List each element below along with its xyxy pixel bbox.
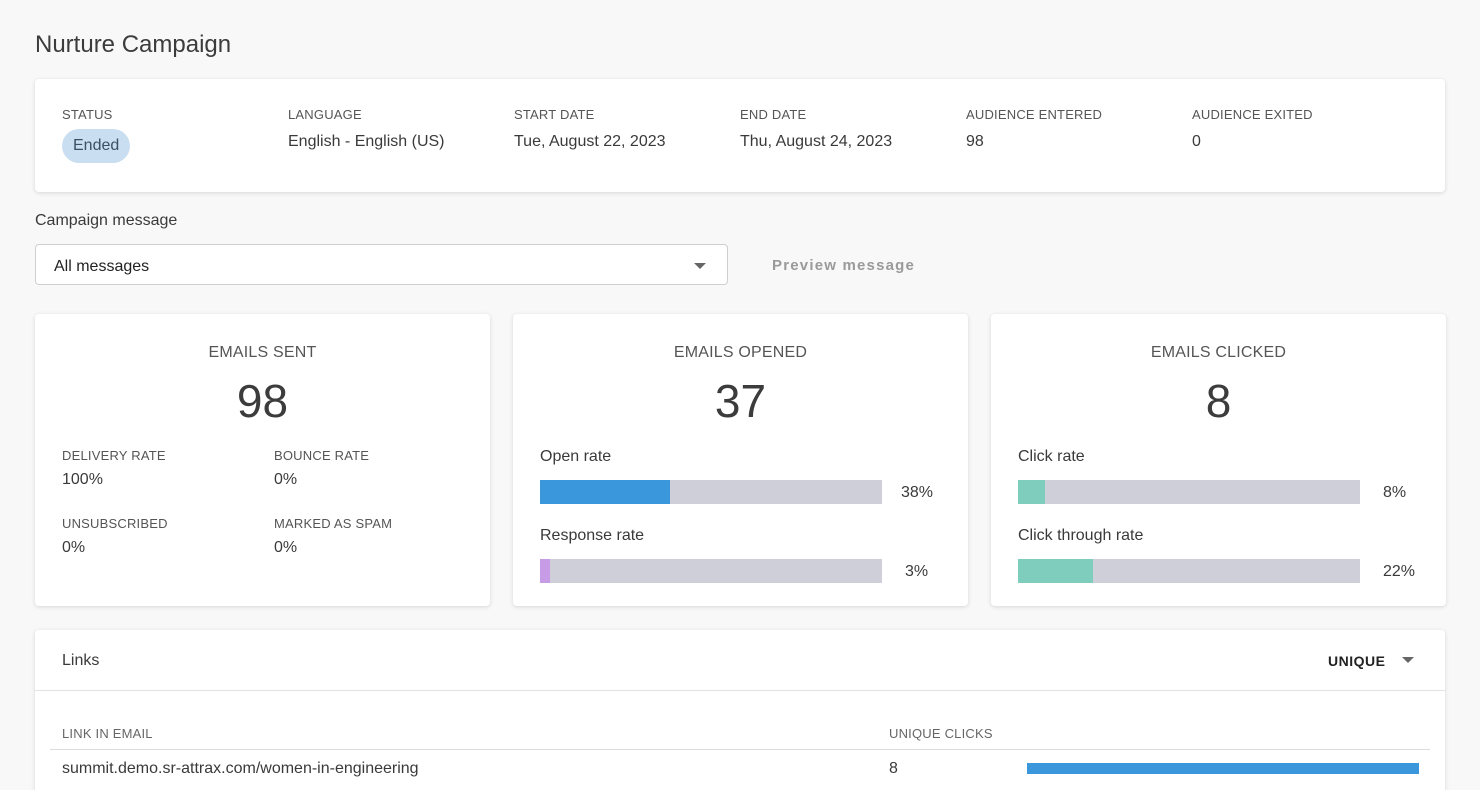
emails-clicked-count: 8: [1205, 375, 1232, 427]
emails-clicked-title: EMAILS CLICKED: [1150, 344, 1287, 361]
click-through-rate: Click through rate 22%: [1018, 527, 1418, 583]
audience-entered-label: AUDIENCE ENTERED: [966, 107, 1103, 122]
end-date-label: END DATE: [740, 107, 807, 122]
metric-value: 0%: [274, 539, 298, 556]
response-rate-track: [540, 559, 882, 583]
click-through-rate-track: [1018, 559, 1360, 583]
response-rate-label: Response rate: [540, 527, 645, 544]
open-rate-label: Open rate: [540, 448, 612, 465]
emails-opened-title: EMAILS OPENED: [673, 344, 808, 361]
open-rate: Open rate 38%: [540, 448, 940, 504]
language-field: LANGUAGE English - English (US): [288, 107, 445, 151]
audience-exited-label: AUDIENCE EXITED: [1192, 107, 1313, 122]
link-clicks-bar: [1027, 763, 1419, 774]
response-rate-value: 3%: [905, 563, 929, 580]
campaign-message-select[interactable]: All messages: [35, 244, 728, 285]
click-through-rate-value: 22%: [1383, 563, 1416, 580]
end-date-value: Thu, August 24, 2023: [740, 133, 893, 150]
marked-as-spam-metric: MARKED AS SPAM 0%: [274, 516, 392, 557]
campaign-summary-card: STATUS Ended LANGUAGE English - English …: [35, 79, 1445, 192]
column-header-link: LINK IN EMAIL: [62, 726, 153, 741]
status-label: STATUS: [62, 107, 113, 122]
column-header-unique-clicks: UNIQUE CLICKS: [889, 726, 993, 741]
emails-sent-card: EMAILS SENT 98 DELIVERY RATE 100% BOUNCE…: [35, 314, 490, 606]
audience-entered-field: AUDIENCE ENTERED 98: [966, 107, 1102, 151]
divider: [35, 690, 1445, 691]
language-value: English - English (US): [288, 133, 445, 150]
response-rate-fill: [540, 559, 550, 583]
emails-sent-title: EMAILS SENT: [208, 344, 317, 361]
bounce-rate-metric: BOUNCE RATE 0%: [274, 448, 369, 489]
campaign-message-label: Campaign message: [35, 212, 178, 229]
links-title: Links: [62, 652, 100, 669]
emails-opened-count: 37: [714, 375, 767, 427]
emails-sent-count: 98: [236, 375, 289, 427]
campaign-message-selected: All messages: [54, 258, 150, 275]
page-title: Nurture Campaign: [35, 31, 232, 58]
metric-value: 0%: [274, 471, 298, 488]
emails-opened-card: EMAILS OPENED 37 Open rate 38% Response …: [513, 314, 968, 606]
click-rate-track: [1018, 480, 1360, 504]
open-rate-fill: [540, 480, 670, 504]
start-date-field: START DATE Tue, August 22, 2023: [514, 107, 666, 151]
click-rate-fill: [1018, 480, 1045, 504]
click-rate: Click rate 8%: [1018, 448, 1418, 504]
link-clicks-value: 8: [889, 760, 898, 777]
start-date-label: START DATE: [514, 107, 595, 122]
audience-exited-field: AUDIENCE EXITED 0: [1192, 107, 1313, 151]
metric-label: DELIVERY RATE: [62, 448, 166, 463]
click-rate-value: 8%: [1383, 484, 1407, 501]
delivery-rate-metric: DELIVERY RATE 100%: [62, 448, 166, 489]
metric-label: BOUNCE RATE: [274, 448, 370, 463]
click-rate-label: Click rate: [1018, 448, 1085, 465]
click-through-rate-label: Click through rate: [1018, 527, 1144, 544]
start-date-value: Tue, August 22, 2023: [514, 133, 666, 150]
status-field: STATUS Ended: [62, 107, 131, 163]
open-rate-track: [540, 480, 882, 504]
chevron-down-icon: [694, 263, 706, 269]
metric-value: 0%: [62, 539, 86, 556]
status-badge: Ended: [62, 129, 131, 163]
open-rate-value: 38%: [901, 484, 934, 501]
metric-label: MARKED AS SPAM: [274, 516, 393, 531]
metric-value: 100%: [62, 471, 103, 488]
metric-label: UNSUBSCRIBED: [62, 516, 168, 531]
unsubscribed-metric: UNSUBSCRIBED 0%: [62, 516, 168, 557]
links-card: Links UNIQUE LINK IN EMAIL UNIQUE CLICKS…: [35, 630, 1445, 790]
audience-entered-value: 98: [966, 133, 984, 150]
divider: [50, 749, 1430, 750]
emails-clicked-card: EMAILS CLICKED 8 Click rate 8% Click thr…: [991, 314, 1446, 606]
response-rate: Response rate 3%: [540, 527, 940, 583]
link-url[interactable]: summit.demo.sr-attrax.com/women-in-engin…: [62, 760, 419, 777]
chevron-down-icon[interactable]: [1402, 657, 1414, 663]
preview-message-button[interactable]: Preview message: [772, 257, 916, 274]
audience-exited-value: 0: [1192, 133, 1201, 150]
unique-dropdown[interactable]: UNIQUE: [1328, 653, 1386, 669]
click-through-rate-fill: [1018, 559, 1093, 583]
language-label: LANGUAGE: [288, 107, 362, 122]
end-date-field: END DATE Thu, August 24, 2023: [740, 107, 892, 151]
